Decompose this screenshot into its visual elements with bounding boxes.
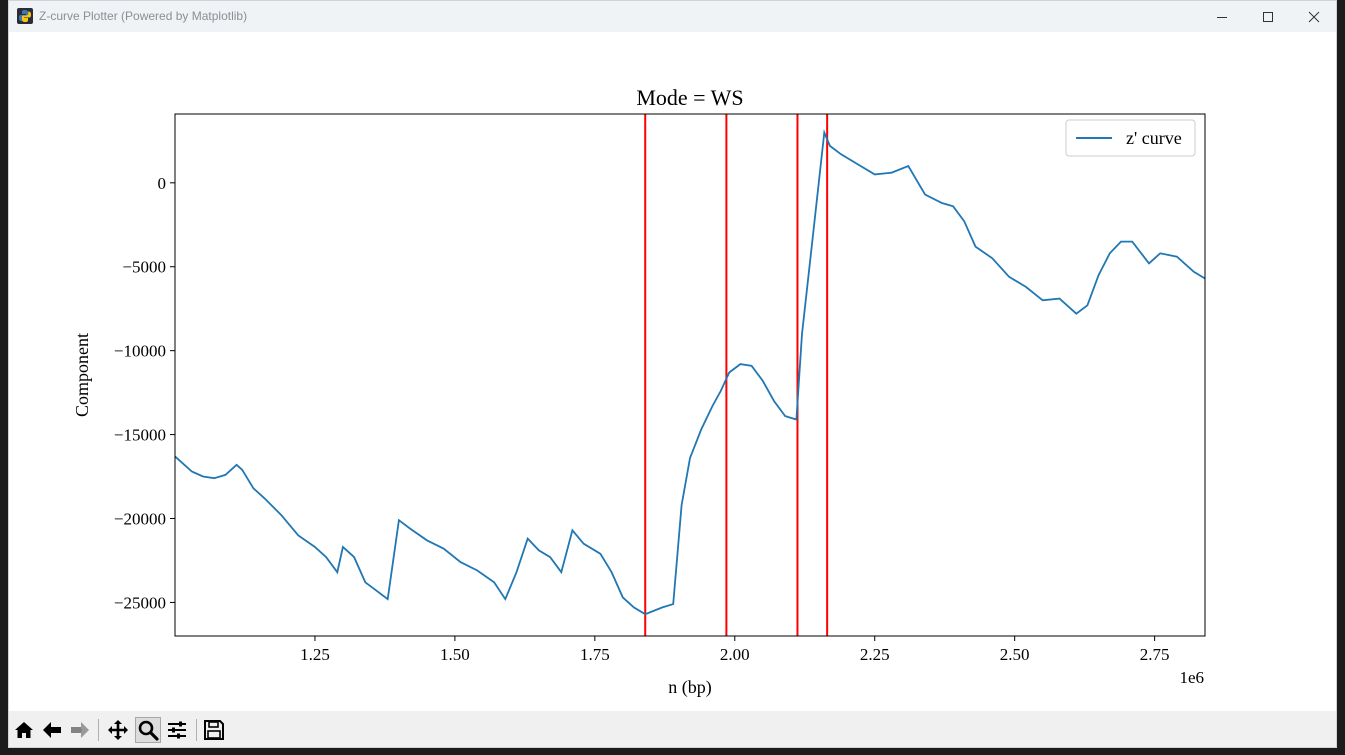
home-button[interactable] — [11, 717, 37, 743]
x-tick-label: 2.25 — [860, 645, 890, 664]
toolbar-separator — [196, 719, 197, 741]
y-tick-label: −20000 — [114, 510, 166, 529]
x-tick-label: 1.25 — [300, 645, 330, 664]
close-button[interactable] — [1291, 1, 1336, 32]
maximize-button[interactable] — [1245, 1, 1291, 32]
x-tick-label: 2.00 — [720, 645, 750, 664]
app-window: Z-curve Plotter (Powered by Matplotlib) … — [8, 0, 1337, 748]
figure-canvas[interactable]: Mode = WS 1.25 1.50 1.75 2.00 2.25 2.50 2.75 0… — [9, 32, 1336, 711]
pan-move-icon — [108, 720, 128, 740]
save-button[interactable] — [201, 717, 227, 743]
y-tick-label: −15000 — [114, 426, 166, 445]
forward-arrow-icon — [71, 722, 89, 738]
y-tick-label: −25000 — [114, 593, 166, 612]
y-tick-label: 0 — [158, 174, 167, 193]
back-button[interactable] — [39, 717, 65, 743]
axes-frame — [174, 113, 1206, 637]
plot-figure[interactable]: Mode = WS 1.25 1.50 1.75 2.00 2.25 2.50 2.75 0… — [9, 32, 1336, 711]
y-tick-label: −10000 — [114, 342, 166, 361]
x-offset-label: 1e6 — [1179, 668, 1204, 687]
chart-title: Mode = WS — [636, 85, 743, 110]
x-tick-label: 1.75 — [580, 645, 610, 664]
maximize-icon — [1263, 11, 1273, 22]
configure-subplots-icon — [168, 721, 186, 739]
minimize-icon — [1217, 16, 1227, 18]
y-axis-label: Component — [72, 333, 92, 417]
forward-button[interactable] — [67, 717, 93, 743]
zoom-button[interactable] — [135, 717, 161, 743]
x-tick-label: 2.75 — [1140, 645, 1170, 664]
legend-box — [1065, 119, 1196, 157]
close-icon — [1308, 11, 1320, 22]
legend-entry-label: z' curve — [1126, 128, 1182, 148]
home-icon — [15, 722, 33, 738]
save-floppy-icon — [204, 720, 224, 740]
y-tick-label: −5000 — [122, 258, 166, 277]
configure-subplots-button[interactable] — [164, 717, 190, 743]
pan-button[interactable] — [105, 717, 131, 743]
x-axis-label: n (bp) — [668, 677, 712, 698]
legend: z' curve — [1065, 119, 1196, 157]
window-title: Z-curve Plotter (Powered by Matplotlib) — [39, 9, 248, 23]
z-curve-line — [174, 128, 1206, 616]
navigation-toolbar — [9, 711, 1336, 747]
title-bar[interactable]: Z-curve Plotter (Powered by Matplotlib) — [9, 1, 1336, 32]
x-tick-label: 2.50 — [1000, 645, 1030, 664]
minimize-button[interactable] — [1199, 1, 1245, 32]
zoom-magnifier-icon — [138, 720, 159, 741]
toolbar-separator — [98, 719, 99, 741]
back-arrow-icon — [43, 722, 61, 738]
x-tick-label: 1.50 — [440, 645, 470, 664]
python-logo-icon — [17, 8, 33, 24]
